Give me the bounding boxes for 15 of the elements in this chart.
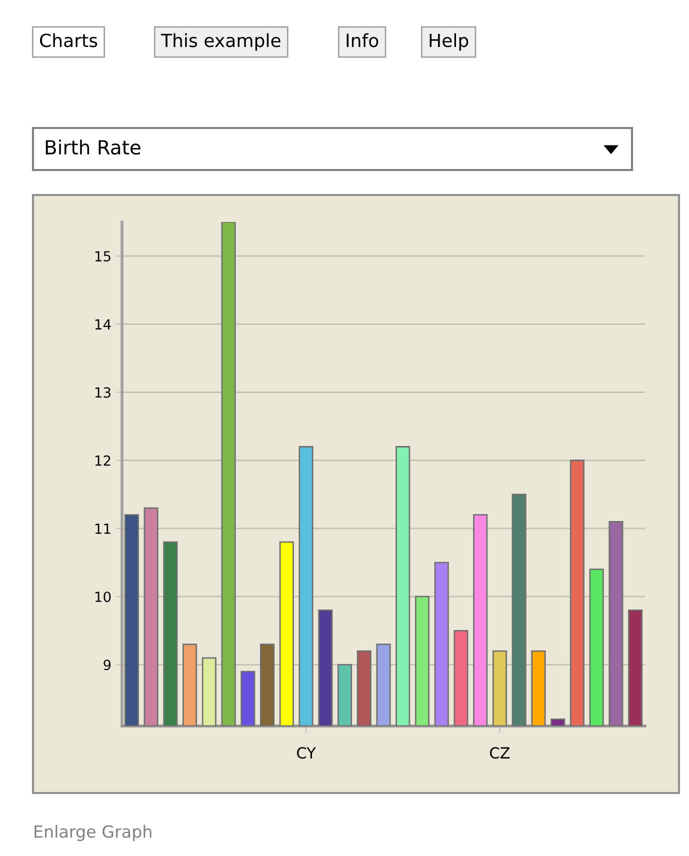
y-tick-label: 15	[95, 251, 110, 262]
text: This example	[160, 33, 280, 51]
y-tick-label: 14	[95, 319, 111, 330]
y-tick-label: 12	[95, 455, 110, 466]
text: Help	[430, 33, 468, 51]
x-tick-label: CY	[297, 747, 316, 759]
y-tick-label: 10	[95, 592, 111, 602]
y-tick-label: 11	[95, 524, 110, 534]
y-tick-label: 9	[104, 660, 111, 670]
x-tick-label: CZ	[490, 747, 510, 759]
text: Enlarge Graph	[34, 824, 152, 842]
y-tick-label: 13	[95, 387, 110, 398]
text: Info	[346, 33, 378, 48]
chart-title: Birth Rate	[46, 140, 140, 155]
text: Charts	[40, 33, 98, 48]
